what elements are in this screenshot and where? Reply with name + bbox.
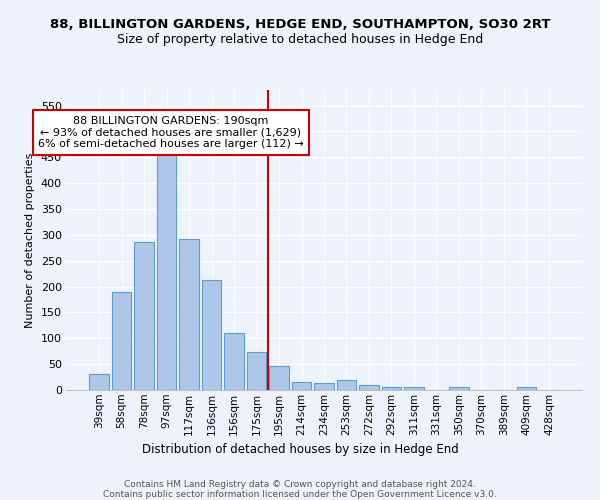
Bar bbox=[157, 154, 176, 390]
Bar bbox=[359, 385, 379, 390]
Text: 88, BILLINGTON GARDENS, HEDGE END, SOUTHAMPTON, SO30 2RT: 88, BILLINGTON GARDENS, HEDGE END, SOUTH… bbox=[50, 18, 550, 30]
Bar bbox=[112, 292, 131, 390]
Bar bbox=[382, 387, 401, 390]
Bar bbox=[89, 374, 109, 390]
Bar bbox=[269, 366, 289, 390]
Bar bbox=[247, 352, 266, 390]
Y-axis label: Number of detached properties: Number of detached properties bbox=[25, 152, 35, 328]
Text: Distribution of detached houses by size in Hedge End: Distribution of detached houses by size … bbox=[142, 442, 458, 456]
Text: Size of property relative to detached houses in Hedge End: Size of property relative to detached ho… bbox=[117, 32, 483, 46]
Bar bbox=[517, 388, 536, 390]
Bar bbox=[314, 384, 334, 390]
Bar bbox=[224, 333, 244, 390]
Text: 88 BILLINGTON GARDENS: 190sqm
← 93% of detached houses are smaller (1,629)
6% of: 88 BILLINGTON GARDENS: 190sqm ← 93% of d… bbox=[38, 116, 304, 149]
Bar bbox=[202, 280, 221, 390]
Bar bbox=[134, 242, 154, 390]
Bar bbox=[449, 388, 469, 390]
Text: Contains HM Land Registry data © Crown copyright and database right 2024.
Contai: Contains HM Land Registry data © Crown c… bbox=[103, 480, 497, 500]
Bar bbox=[337, 380, 356, 390]
Bar bbox=[292, 382, 311, 390]
Bar bbox=[404, 388, 424, 390]
Bar bbox=[179, 240, 199, 390]
